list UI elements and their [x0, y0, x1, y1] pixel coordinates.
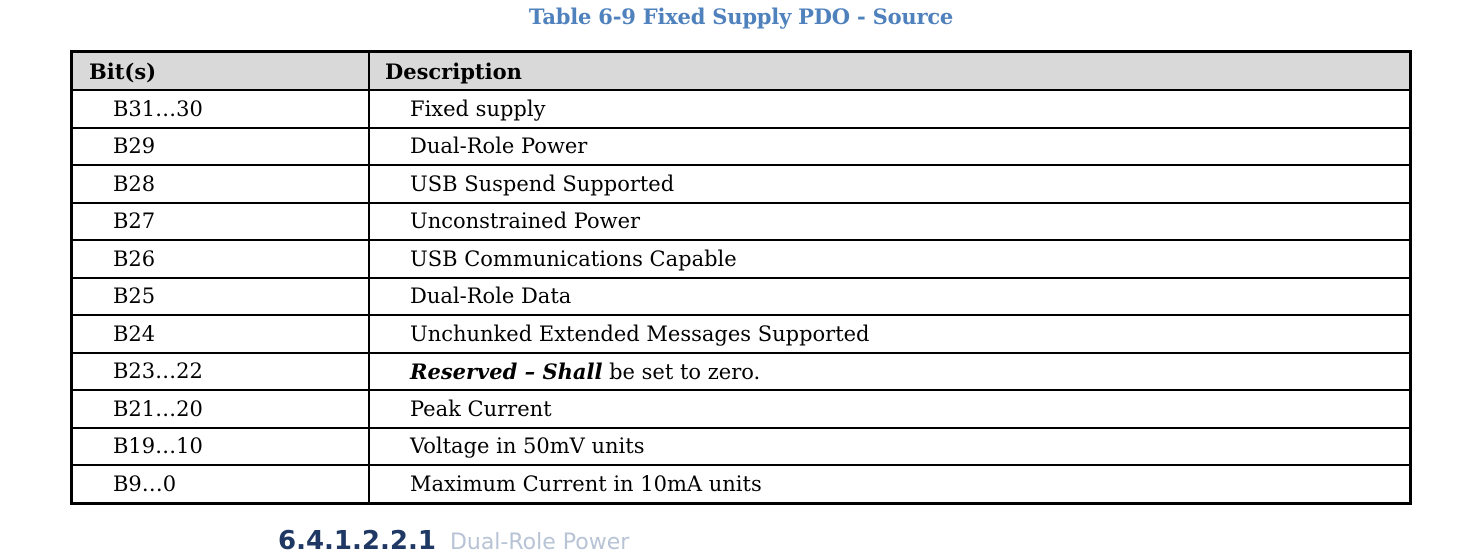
table-row: B31…30 Fixed supply: [71, 89, 1411, 129]
bits-cell: B27: [71, 201, 370, 241]
table-row: B23…22 Reserved – Shall be set to zero.: [71, 351, 1411, 391]
table-header-row: Bit(s) Description: [71, 50, 1411, 91]
bits-cell: B19…10: [71, 426, 370, 466]
shall-emphasis: Shall: [542, 358, 603, 384]
description-cell: Voltage in 50mV units: [369, 426, 1411, 466]
description-cell: USB Suspend Supported: [369, 164, 1411, 204]
table-row: B24 Unchunked Extended Messages Supporte…: [71, 314, 1411, 354]
table-row: B29 Dual-Role Power: [71, 126, 1411, 166]
description-cell: Fixed supply: [369, 89, 1411, 129]
description-cell: Peak Current: [369, 389, 1411, 429]
reserved-rest: be set to zero.: [602, 359, 761, 384]
description-cell: Maximum Current in 10mA units: [369, 464, 1411, 504]
bits-cell: B21…20: [71, 389, 370, 429]
header-description: Description: [369, 50, 1411, 91]
table-caption: Table 6-9 Fixed Supply PDO - Source: [528, 4, 954, 29]
bits-cell: B25: [71, 276, 370, 316]
next-section-heading: 6.4.1.2.2.1 Dual-Role Power: [278, 526, 629, 556]
table-row: B26 USB Communications Capable: [71, 239, 1411, 279]
description-cell: USB Communications Capable: [369, 239, 1411, 279]
bits-cell: B23…22: [71, 351, 370, 391]
description-cell: Unchunked Extended Messages Supported: [369, 314, 1411, 354]
table-row: B25 Dual-Role Data: [71, 276, 1411, 316]
table-row: B9…0 Maximum Current in 10mA units: [71, 464, 1411, 504]
section-number: 6.4.1.2.2.1: [278, 526, 436, 556]
table-row: B19…10 Voltage in 50mV units: [71, 426, 1411, 466]
table-row: B21…20 Peak Current: [71, 389, 1411, 429]
description-cell: Unconstrained Power: [369, 201, 1411, 241]
table-row: B28 USB Suspend Supported: [71, 164, 1411, 204]
bits-cell: B26: [71, 239, 370, 279]
description-cell: Dual-Role Power: [369, 126, 1411, 166]
bits-cell: B9…0: [71, 464, 370, 504]
bits-cell: B31…30: [71, 89, 370, 129]
description-cell: Dual-Role Data: [369, 276, 1411, 316]
description-cell: Reserved – Shall be set to zero.: [369, 351, 1411, 391]
section-title: Dual-Role Power: [449, 530, 630, 555]
bits-cell: B24: [71, 314, 370, 354]
reserved-emphasis: Reserved: [410, 358, 518, 384]
dash: –: [517, 358, 543, 384]
header-bits: Bit(s): [71, 50, 370, 91]
bits-cell: B28: [71, 164, 370, 204]
table-row: B27 Unconstrained Power: [71, 201, 1411, 241]
bits-cell: B29: [71, 126, 370, 166]
fixed-supply-pdo-table: Bit(s) Description B31…30 Fixed supply B…: [70, 50, 1412, 505]
